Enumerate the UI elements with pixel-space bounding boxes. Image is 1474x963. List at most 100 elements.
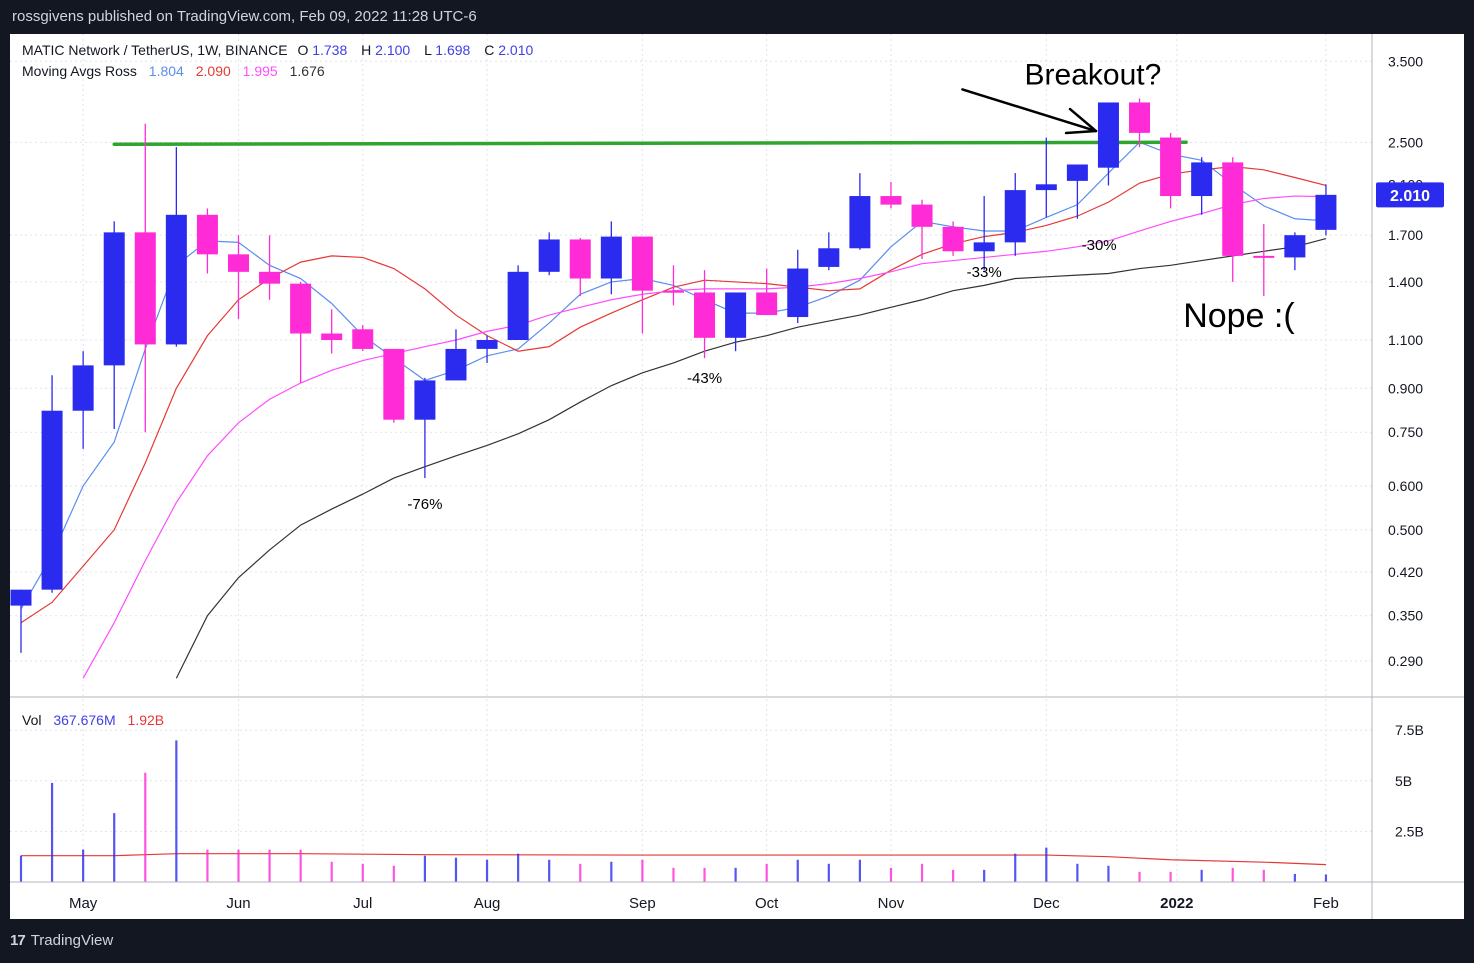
- candle: [259, 235, 281, 300]
- legend-ma-1: 1.804: [149, 63, 184, 79]
- candle: [72, 351, 94, 449]
- chart-svg[interactable]: Breakout?Nope :(-76%-43%-33%-30% 0.2900.…: [10, 34, 1464, 919]
- candle: [507, 265, 529, 340]
- candle-body: [787, 268, 809, 318]
- candle: [41, 375, 63, 593]
- candles-layer: [10, 98, 1337, 653]
- legend-high-key: H: [361, 42, 371, 58]
- candle-body: [383, 348, 405, 420]
- legend-high: 2.100: [375, 42, 410, 58]
- candle-body: [321, 333, 343, 340]
- candle: [756, 268, 778, 316]
- candle: [134, 123, 156, 433]
- candle-body: [134, 232, 156, 345]
- candle: [694, 270, 716, 359]
- resistance-layer: [112, 140, 1188, 147]
- candle: [787, 249, 809, 324]
- candle-body: [942, 226, 964, 252]
- candle: [290, 281, 312, 384]
- last-price-badge: 2.010: [1376, 182, 1444, 208]
- candle: [849, 173, 871, 250]
- legend-vol-2: 1.92B: [128, 712, 165, 728]
- candle-body: [476, 339, 498, 349]
- candle-body: [662, 290, 684, 293]
- price-tick-label: 1.400: [1388, 274, 1423, 290]
- legend-ma-3: 1.995: [243, 63, 278, 79]
- candle: [818, 232, 840, 271]
- price-tick-label: 0.350: [1388, 608, 1423, 624]
- axes-layer: 0.290 0.350 0.420 0.500 0.600 0.750 0.900 1.100…: [10, 34, 1464, 919]
- candle-body: [756, 292, 778, 316]
- chart-frame[interactable]: Breakout? Nope :(-76% -43% -33% -30% 0.290 0.…: [10, 34, 1464, 919]
- candle: [1191, 157, 1213, 215]
- price-tick-label: 0.420: [1388, 564, 1423, 580]
- candle: [538, 232, 560, 276]
- candle-body: [414, 380, 436, 420]
- candle: [1097, 102, 1119, 186]
- annotations-layer: Breakout? Nope :(-76% -43% -33% -30%: [407, 58, 1295, 513]
- legend-open: 1.738: [312, 42, 347, 58]
- candle: [383, 348, 405, 423]
- legend-ma-title: Moving Avgs Ross: [22, 63, 137, 79]
- candle: [227, 235, 249, 320]
- annotation-m30: -30%: [1082, 237, 1117, 254]
- candle-body: [600, 236, 622, 279]
- candle-body: [1253, 255, 1275, 258]
- legend: MATIC Network / TetherUS, 1W, BINANCE O …: [22, 42, 533, 728]
- candle-body: [445, 348, 467, 381]
- price-badge-box: [1376, 182, 1444, 208]
- time-tick-label: Oct: [755, 895, 779, 912]
- candle-body: [1284, 235, 1306, 258]
- volume-layer: [19, 740, 1328, 882]
- time-tick-label: Jun: [226, 895, 250, 912]
- legend-low-key: L: [424, 42, 432, 58]
- candle-body: [10, 589, 32, 606]
- candle-body: [165, 214, 187, 345]
- candle: [1253, 224, 1275, 297]
- candle-body: [72, 365, 94, 411]
- volume-ma-line: [21, 853, 1326, 866]
- candle-body: [227, 254, 249, 272]
- volume-tick-label: 7.5B: [1395, 722, 1424, 738]
- ma-fast-line: [20, 141, 1326, 610]
- candle-body: [818, 248, 840, 267]
- candle: [196, 208, 218, 274]
- tradingview-logo-icon: 17: [10, 932, 26, 949]
- legend-open-key: O: [297, 42, 308, 58]
- candle: [103, 221, 125, 430]
- volume-ma-layer: [21, 853, 1326, 866]
- volume-tick-label: 2.5B: [1395, 823, 1424, 839]
- candle-body: [1035, 184, 1057, 191]
- candle: [569, 238, 591, 297]
- candle-body: [1191, 162, 1213, 197]
- candle: [1035, 137, 1057, 218]
- tradingview-brand[interactable]: 17 TradingView: [10, 932, 113, 949]
- annotation-m43: -43%: [687, 370, 722, 387]
- price-tick-label: 0.290: [1388, 653, 1423, 669]
- price-tick-label: 2.500: [1388, 134, 1423, 150]
- candle: [10, 589, 32, 653]
- ma-black-line: [175, 238, 1327, 679]
- legend-close: 2.010: [498, 42, 533, 58]
- price-tick-label: 0.900: [1388, 380, 1423, 396]
- candle: [942, 221, 964, 256]
- annotation-breakout: Breakout?: [1025, 58, 1162, 91]
- publisher-line: rossgivens published on TradingView.com,…: [12, 8, 477, 25]
- time-tick-label: Jul: [353, 895, 372, 912]
- candle-body: [694, 292, 716, 338]
- candle-body: [259, 271, 281, 284]
- price-tick-label: 0.600: [1388, 478, 1423, 494]
- svg-text:Vol 367.676M 1: Vol 367.676M 1.92B: [22, 712, 164, 728]
- breakout-arrow-shaft: [961, 88, 1098, 133]
- candle: [321, 309, 343, 354]
- candle-body: [1004, 190, 1026, 243]
- candle-body: [1066, 164, 1088, 181]
- volume-tick-label: 5B: [1395, 773, 1412, 789]
- candle: [352, 325, 374, 352]
- candle-body: [41, 410, 63, 590]
- candle-body: [1222, 162, 1244, 256]
- candle: [1315, 184, 1337, 236]
- candle: [1284, 232, 1306, 271]
- candle-body: [1097, 102, 1119, 168]
- candle-body: [849, 196, 871, 249]
